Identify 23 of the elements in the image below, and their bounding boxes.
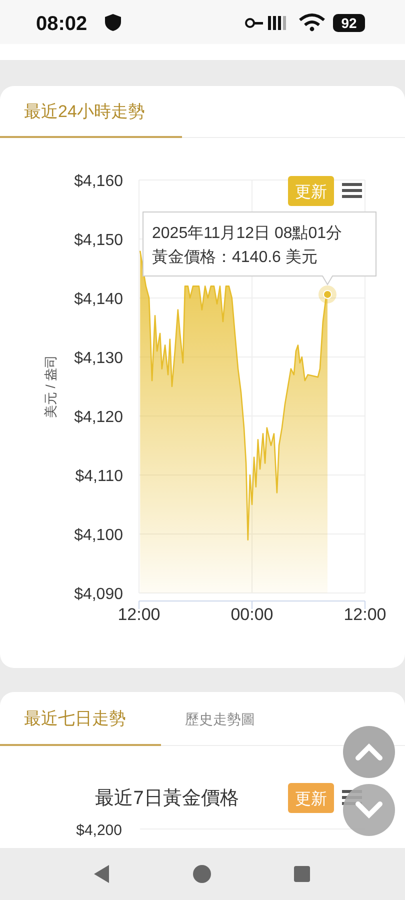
y-tick-label: $4,150 bbox=[74, 232, 124, 249]
text: 最近7日黃金價格 bbox=[95, 788, 239, 809]
y-tick-label: $4,160 bbox=[74, 173, 124, 190]
x-tick-label: 12:00 bbox=[118, 605, 160, 624]
y-tick-label: $4,120 bbox=[74, 409, 124, 426]
y-tick-label: $4,140 bbox=[74, 291, 124, 308]
annotation: 2025年11月12日 08點01分 bbox=[152, 225, 342, 242]
text: 最近七日走勢 bbox=[24, 709, 126, 728]
text: $4,200 bbox=[76, 822, 122, 839]
y-tick-label: $4,090 bbox=[74, 586, 124, 603]
text: 92 bbox=[341, 15, 357, 31]
x-tick-label: 00:00 bbox=[230, 605, 274, 624]
y-tick-label: $4,130 bbox=[74, 350, 124, 367]
chart-title: 最近24小時走勢 bbox=[24, 102, 145, 121]
annotation: 黃金價格：4140.6 美元 bbox=[152, 248, 318, 266]
x-tick-label: 12:00 bbox=[344, 605, 386, 624]
text: 更新 bbox=[295, 790, 327, 808]
y-tick-label: $4,110 bbox=[75, 468, 124, 485]
y-tick-label: $4,100 bbox=[74, 527, 124, 544]
y-axis-title: 美元 / 盎司 bbox=[43, 355, 58, 418]
text: 08:02 bbox=[36, 13, 88, 35]
text: 歷史走勢圖 bbox=[185, 711, 255, 727]
annotation: 更新 bbox=[295, 183, 327, 201]
